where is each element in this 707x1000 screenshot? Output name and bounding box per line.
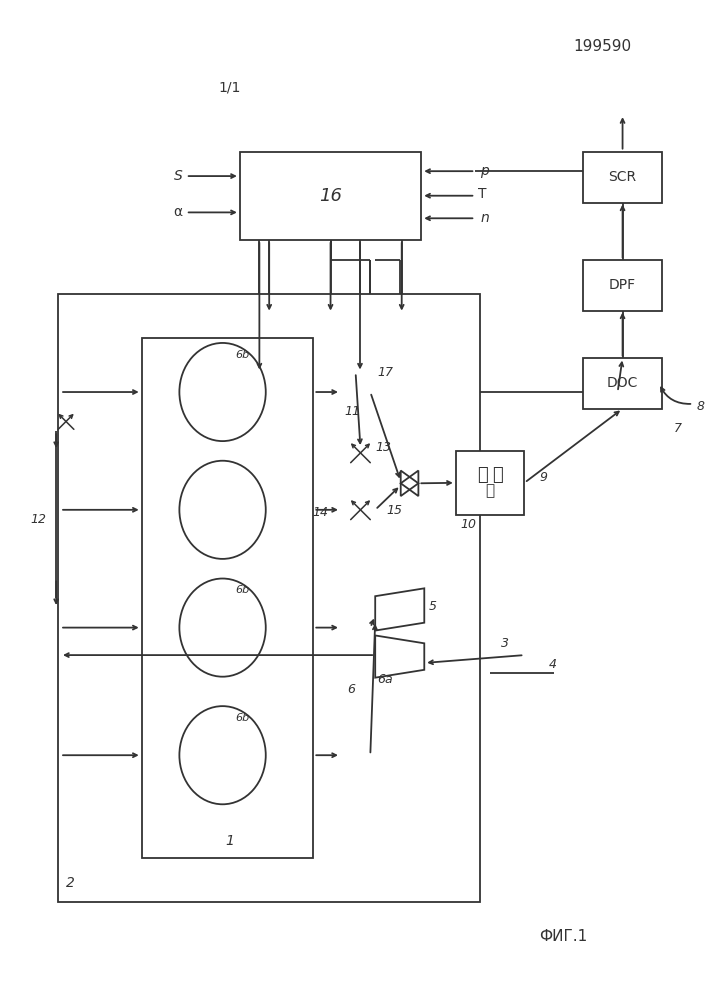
Ellipse shape: [180, 579, 266, 677]
Text: ФИГ.1: ФИГ.1: [539, 929, 588, 944]
Text: 1: 1: [226, 834, 234, 848]
Bar: [141, 338, 313, 858]
Text: ⍨: ⍨: [477, 466, 488, 484]
Bar: [583, 358, 662, 409]
Text: S: S: [174, 169, 183, 183]
Text: 3: 3: [501, 637, 509, 650]
Bar: [58, 294, 480, 902]
Text: ⍨: ⍨: [493, 466, 503, 484]
Text: 17: 17: [377, 366, 393, 379]
Text: 15: 15: [387, 504, 403, 517]
Text: 10: 10: [460, 518, 477, 531]
Text: 6b: 6b: [235, 713, 250, 723]
Text: 1/1: 1/1: [218, 81, 241, 95]
Text: T: T: [478, 187, 486, 201]
Text: 7: 7: [674, 422, 682, 435]
Text: 199590: 199590: [573, 39, 631, 54]
Text: 8: 8: [696, 400, 704, 413]
Text: ⍨: ⍨: [486, 483, 495, 498]
Text: 6a: 6a: [377, 673, 393, 686]
Text: 13: 13: [375, 441, 391, 454]
Text: α: α: [174, 205, 183, 219]
Ellipse shape: [180, 706, 266, 804]
Bar: [240, 152, 421, 240]
Text: 12: 12: [30, 513, 47, 526]
Text: 14: 14: [312, 506, 328, 519]
Ellipse shape: [180, 343, 266, 441]
Bar: [456, 451, 525, 515]
Text: 6b: 6b: [235, 350, 250, 360]
Text: SCR: SCR: [609, 170, 636, 184]
Text: p: p: [480, 164, 489, 178]
Ellipse shape: [180, 461, 266, 559]
Text: 9: 9: [539, 471, 547, 484]
Text: DPF: DPF: [609, 278, 636, 292]
Text: 4: 4: [549, 658, 557, 671]
Bar: [583, 260, 662, 311]
Text: 11: 11: [344, 405, 361, 418]
Text: 6b: 6b: [235, 585, 250, 595]
Text: n: n: [480, 211, 489, 225]
Text: DOC: DOC: [607, 376, 638, 390]
Text: 5: 5: [429, 600, 437, 613]
Text: 16: 16: [319, 187, 342, 205]
Text: 6: 6: [348, 683, 356, 696]
Bar: [583, 152, 662, 203]
Text: 2: 2: [66, 876, 75, 890]
